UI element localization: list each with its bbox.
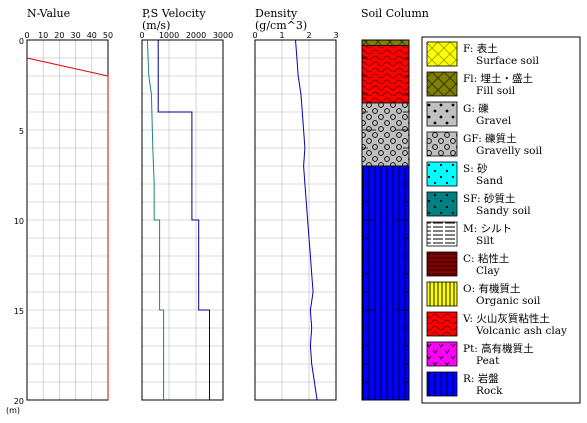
legend-label-jp: C: 粘性土 <box>463 252 509 265</box>
depth-unit-label: (m) <box>6 406 20 415</box>
x-tick-label-velocity: 3000 <box>213 31 233 40</box>
series-line-nvalue-0 <box>26 57 109 400</box>
x-tick-label-velocity: 0 <box>139 31 144 40</box>
x-tick-label-nvalue: 10 <box>38 31 48 40</box>
legend-label-jp: M: シルト <box>463 223 512 235</box>
legend-swatch <box>426 311 458 337</box>
series-line-velocity-0 <box>157 40 210 400</box>
legend-label-en: Sandy soil <box>476 205 531 217</box>
soil-column-title: Soil Column <box>361 7 429 20</box>
legend-swatch <box>426 161 458 187</box>
legend-label-jp: S: 砂 <box>463 162 488 175</box>
x-tick-label-density: 2 <box>306 31 311 40</box>
x-tick-label-nvalue: 40 <box>87 31 97 40</box>
legend-swatch <box>426 131 458 157</box>
legend-label-en: Fill soil <box>476 85 516 97</box>
legend-swatch <box>426 371 458 397</box>
panel-subtitle-velocity: (m/s) <box>142 19 170 32</box>
soil-layer-GF <box>361 102 410 167</box>
legend-label-en: Silt <box>476 235 495 247</box>
legend-label-jp: Fl: 埋土・盛土 <box>463 72 533 85</box>
panel-title-nvalue: N-Value <box>27 7 70 20</box>
series-line-density-0 <box>295 39 318 401</box>
depth-tick-label: 20 <box>14 397 24 406</box>
panel-nvalue: N-Value 0 10 20 30 40 50 <box>24 7 113 401</box>
x-tick-label-velocity: 2000 <box>186 31 206 40</box>
soil-layer-Fl <box>361 39 410 46</box>
legend-label-jp: SF: 砂質土 <box>463 192 515 205</box>
legend-label-en: Surface soil <box>476 55 540 67</box>
legend-swatch <box>426 191 458 217</box>
legend-label-jp: R: 岩盤 <box>463 372 499 385</box>
series-line-velocity-1 <box>146 39 165 400</box>
legend-swatch <box>426 41 458 67</box>
panel-title-density: Density <box>255 7 298 20</box>
x-tick-label-density: 3 <box>333 31 338 40</box>
x-tick-label-nvalue: 20 <box>54 31 64 40</box>
legend-swatch <box>426 251 458 277</box>
depth-tick-label: 0 <box>19 37 24 46</box>
x-tick-label-velocity: 1000 <box>159 31 179 40</box>
legend-label-jp: Pt: 高有機質土 <box>463 342 534 355</box>
x-tick-label-nvalue: 0 <box>24 31 29 40</box>
depth-tick-label: 5 <box>19 127 24 136</box>
depth-tick-label: 10 <box>14 217 24 226</box>
legend-label-en: Peat <box>476 355 500 367</box>
legend-label-jp: V: 火山灰質粘性土 <box>462 312 550 325</box>
legend-label-en: Volcanic ash clay <box>475 325 567 337</box>
panel-title-velocity: P,S Velocity <box>142 7 206 20</box>
x-tick-label-nvalue: 50 <box>103 31 113 40</box>
legend-swatch <box>426 71 458 97</box>
panel-density: Density(g/cm^3)0 1 2 3 <box>252 7 339 401</box>
panel-subtitle-density: (g/cm^3) <box>255 19 307 32</box>
legend-label-en: Sand <box>476 175 503 187</box>
legend-label-en: Organic soil <box>476 295 541 307</box>
panel-velocity: P,S Velocity(m/s)0 1000 2000 3000 <box>139 7 233 401</box>
depth-tick-label: 15 <box>14 307 24 316</box>
legend-swatch <box>426 341 458 367</box>
legend-label-en: Clay <box>476 265 500 277</box>
legend-label-en: Gravelly soil <box>476 145 543 157</box>
legend-label-en: Gravel <box>476 115 512 127</box>
legend-label-jp: G: 礫 <box>463 102 489 115</box>
legend-swatch <box>426 281 458 307</box>
legend-swatch <box>426 101 458 127</box>
x-tick-label-nvalue: 30 <box>71 31 81 40</box>
legend-swatch <box>426 221 458 247</box>
legend-label-jp: GF: 礫質土 <box>463 132 517 145</box>
soil-layer-R <box>361 165 410 401</box>
legend-label-jp: F: 表土 <box>463 42 498 55</box>
legend-label-en: Rock <box>476 385 503 397</box>
legend-label-jp: O: 有機質土 <box>463 282 520 295</box>
soil-layer-V <box>361 45 410 104</box>
x-tick-label-density: 1 <box>279 31 284 40</box>
x-tick-label-density: 0 <box>252 31 257 40</box>
panel-frame <box>141 39 224 401</box>
